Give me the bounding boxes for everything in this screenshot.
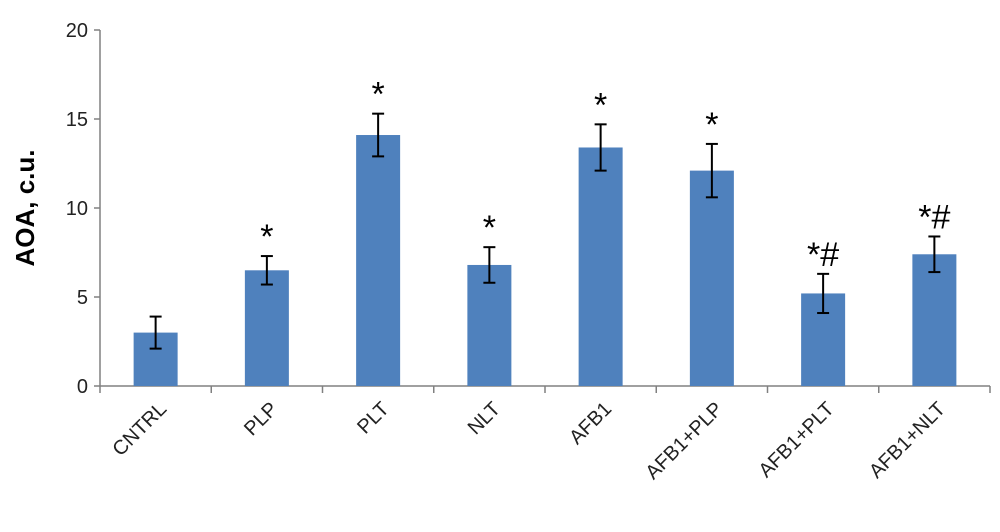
significance-mark: * bbox=[483, 209, 496, 247]
bar-afb1-plp bbox=[689, 170, 734, 386]
significance-mark: * bbox=[594, 86, 607, 124]
axes bbox=[94, 29, 991, 393]
error-bars bbox=[149, 112, 941, 350]
x-category-label: AFB1+PLP bbox=[641, 398, 727, 484]
x-category-label: AFB1 bbox=[565, 398, 616, 449]
x-category-labels: CNTRL PLP PLT NLT AFB1 AFB1+PLP AFB1+PLT AFB1+N… bbox=[108, 398, 949, 484]
bars bbox=[133, 135, 957, 386]
x-category-label: AFB1+NLT bbox=[865, 398, 950, 483]
y-tick-labels: 0 5 10 15 20 bbox=[66, 20, 88, 398]
bar-plt bbox=[356, 135, 401, 386]
significance-mark: *# bbox=[918, 198, 950, 236]
significance-annotations: * * * * * *# *# bbox=[260, 76, 950, 274]
y-tick-label: 0 bbox=[77, 376, 88, 398]
significance-mark: * bbox=[260, 218, 273, 256]
y-axis-title: AOA, c.u. bbox=[10, 149, 40, 266]
x-category-label: NLT bbox=[464, 398, 505, 439]
significance-mark: * bbox=[372, 76, 385, 114]
x-category-label: PLP bbox=[240, 398, 282, 440]
x-category-label: AFB1+PLT bbox=[755, 398, 839, 482]
y-tick-label: 15 bbox=[66, 109, 88, 131]
y-tick-label: 10 bbox=[66, 198, 88, 220]
significance-mark: *# bbox=[807, 236, 839, 274]
y-axis-title-group: AOA, c.u. bbox=[10, 149, 40, 266]
significance-mark: * bbox=[705, 106, 718, 144]
x-category-label: PLT bbox=[353, 398, 393, 438]
bar-plp bbox=[244, 270, 289, 386]
bar-afb1 bbox=[578, 147, 623, 386]
bar-afb1-nlt bbox=[912, 254, 957, 386]
y-tick-label: 5 bbox=[77, 287, 88, 309]
bar-nlt bbox=[467, 264, 512, 386]
y-tick-label: 20 bbox=[66, 20, 88, 42]
x-category-label: CNTRL bbox=[108, 398, 171, 461]
